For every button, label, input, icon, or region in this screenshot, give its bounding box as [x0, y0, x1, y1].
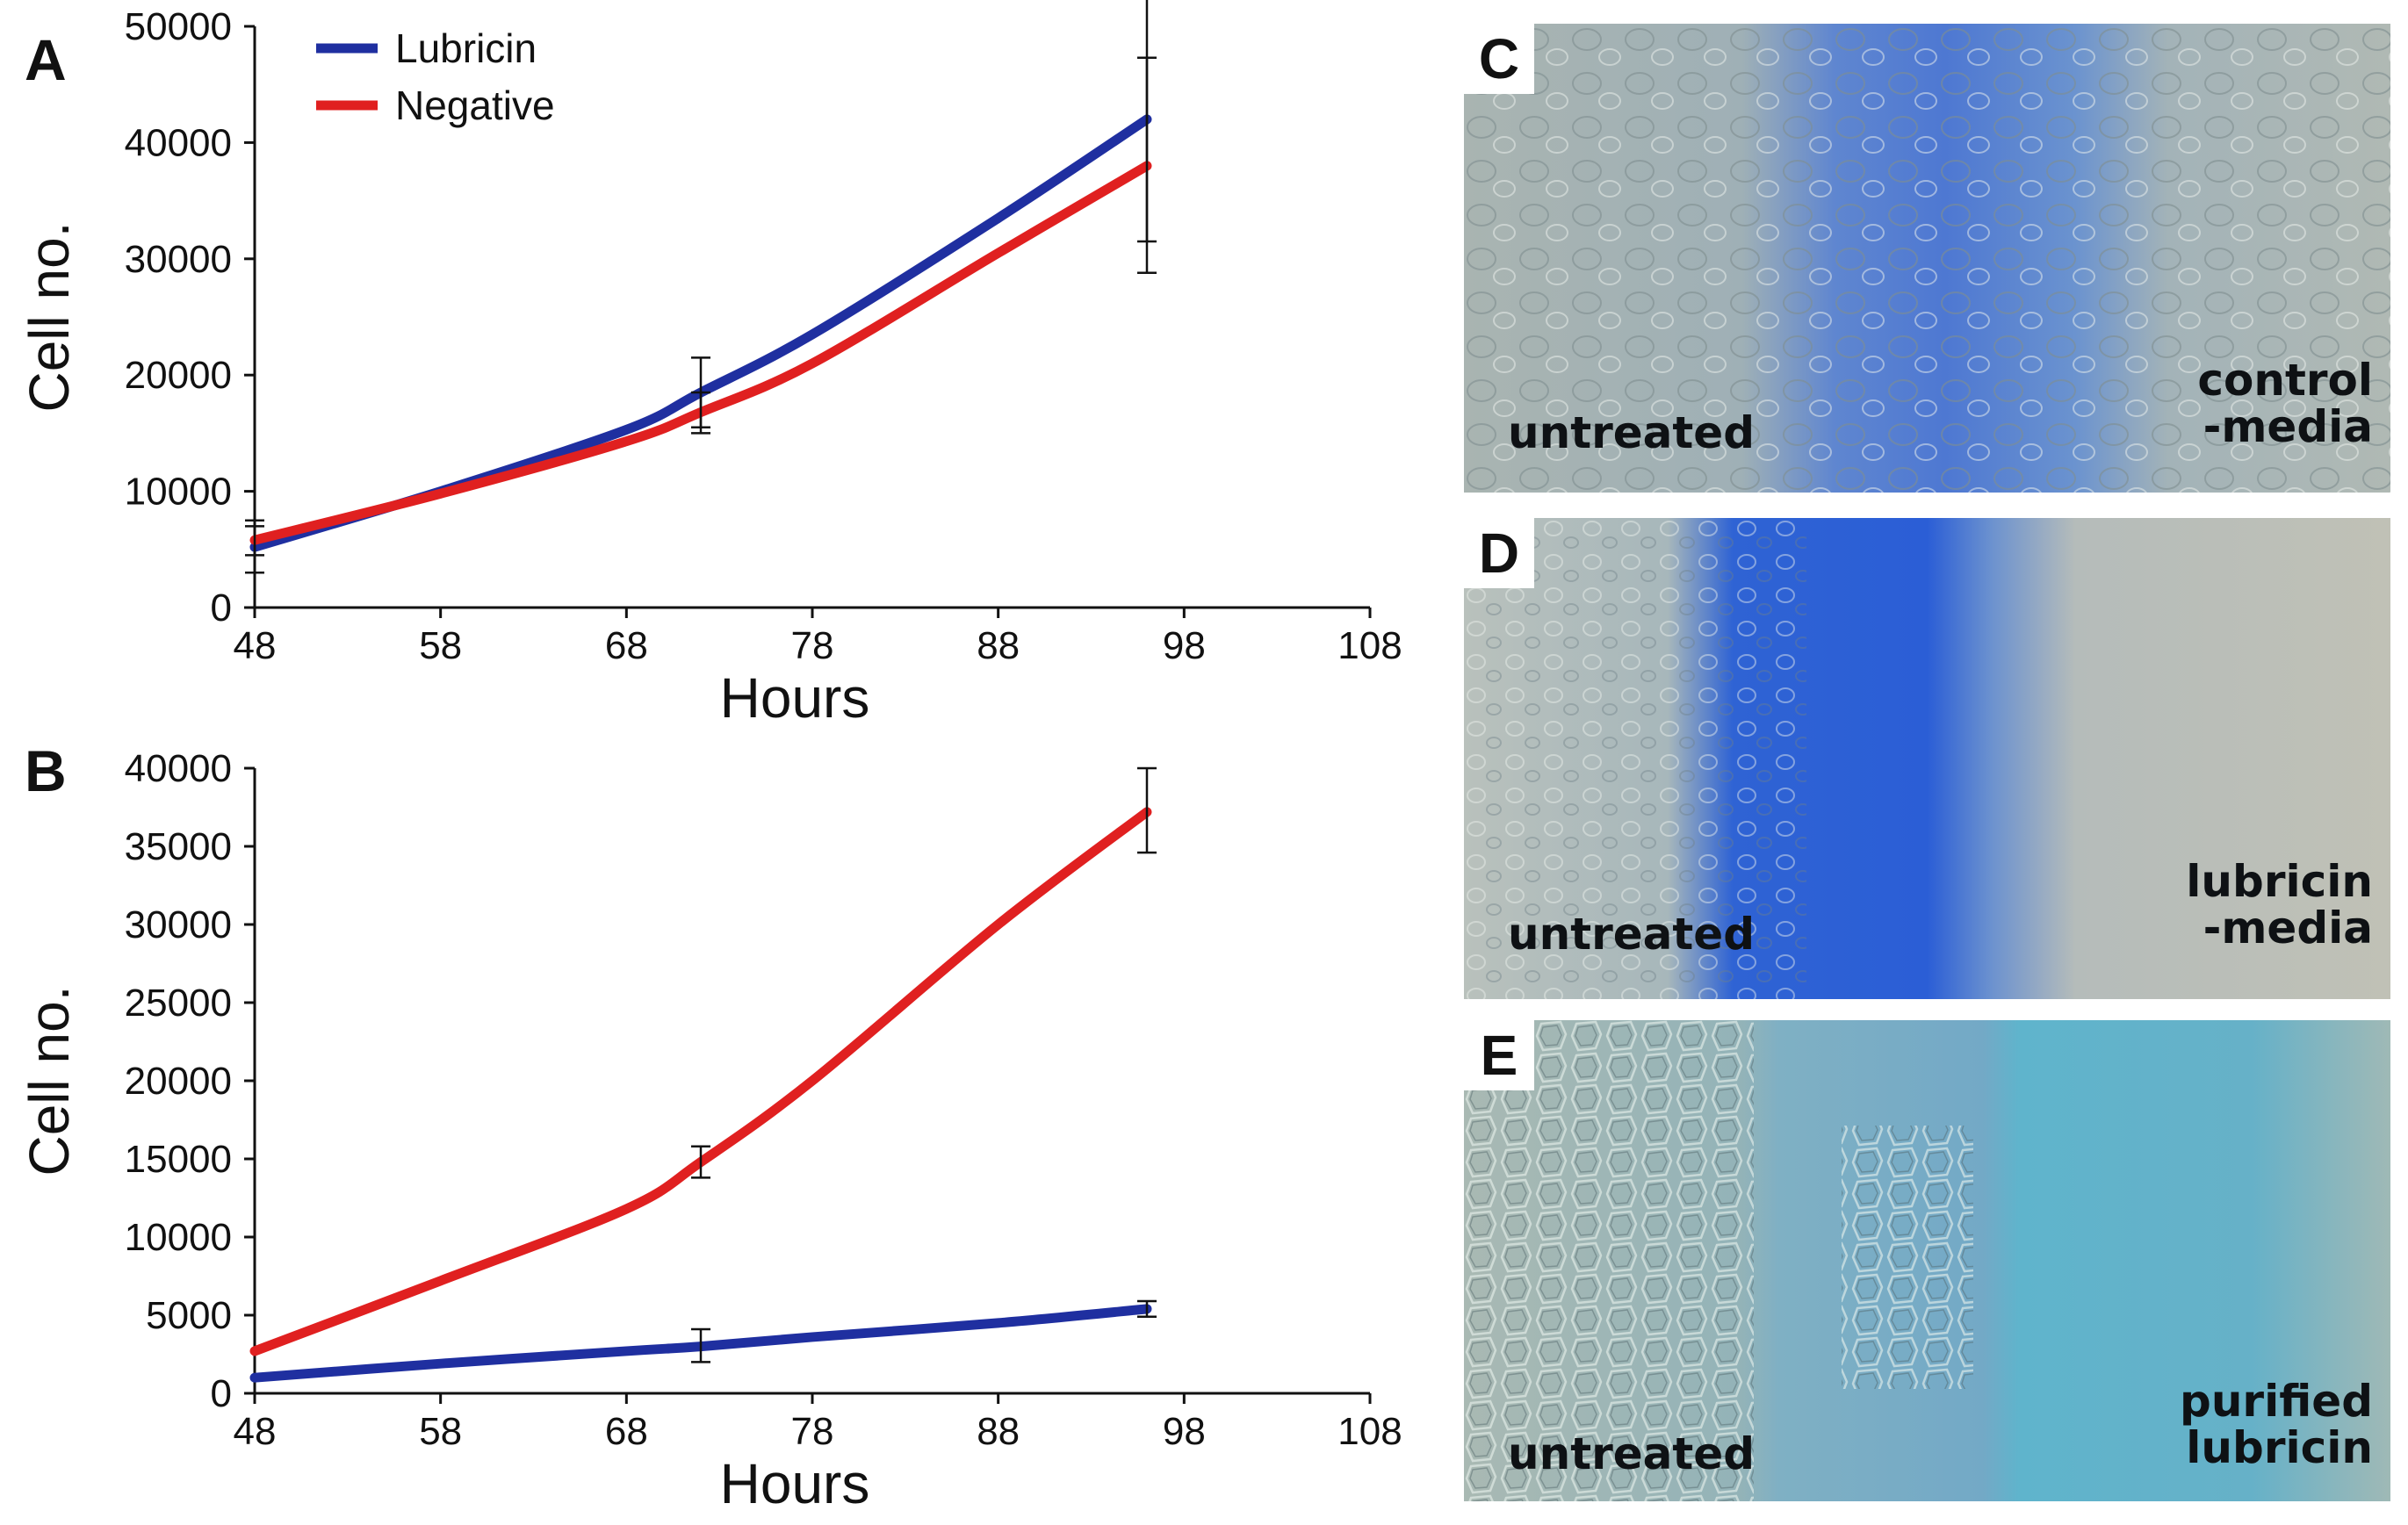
chart-b-x-tick-label: 98 [1163, 1410, 1206, 1453]
chart-b-x-tick-label: 78 [791, 1410, 834, 1453]
chart-b-y-tick-label: 15000 [125, 1138, 232, 1181]
chart-a-series-lubricin-line [249, 114, 1152, 552]
micrograph-e-right-label: purified lubricin [2180, 1376, 2373, 1473]
micrograph-d-left-label: untreated [1508, 909, 1756, 960]
chart-b-y-tick-label: 0 [211, 1372, 232, 1415]
chart-b-y-tick-label: 30000 [125, 903, 232, 946]
chart-a-x-tick-label: 48 [234, 624, 277, 667]
chart-a-y-tick-label: 40000 [125, 121, 232, 164]
chart-a-y-tick-label: 30000 [125, 238, 232, 281]
micrograph-letter-e: E [1464, 1020, 1534, 1090]
micrograph-e: E untreated purified lubricin [1464, 1020, 2390, 1501]
chart-a-x-tick-label: 88 [977, 624, 1020, 667]
chart-b-y-tick-label: 40000 [125, 747, 232, 790]
chart-a-y-tick-label: 0 [211, 586, 232, 629]
micrograph-d-right-label: lubricin -media [2186, 856, 2373, 953]
chart-b-x-tick-label: 68 [605, 1410, 648, 1453]
micrograph-letter-c: C [1464, 24, 1534, 94]
micrograph-c-image [1464, 24, 2390, 493]
micrograph-c: C untreated control -media [1464, 24, 2390, 493]
chart-a-legend-label: Lubricin [395, 25, 537, 71]
chart-b-series-negative-line [249, 807, 1152, 1356]
chart-a-x-tick-label: 58 [419, 624, 462, 667]
micrograph-e-image [1464, 1020, 2390, 1501]
chart-a-x-tick-label: 78 [791, 624, 834, 667]
chart-b: 48 58 68 78 88 98 108 0 5000 10000 15000 20000 25000… [18, 747, 1402, 1515]
chart-a-legend-label: Negative [395, 83, 555, 128]
chart-a-x-tick-label: 98 [1163, 624, 1206, 667]
micrograph-c-right-label: control -media [2197, 355, 2373, 452]
chart-b-y-tick-label: 10000 [125, 1216, 232, 1259]
chart-b-y-tick-label: 5000 [146, 1294, 232, 1337]
micrograph-letter-d: D [1464, 518, 1534, 588]
micrograph-d: D untreated lubricin -media [1464, 518, 2390, 999]
chart-a-x-tick-label: 108 [1337, 624, 1402, 667]
chart-b-x-tick-label: 48 [234, 1410, 277, 1453]
chart-b-y-tick-label: 35000 [125, 825, 232, 868]
chart-a-x-tick-label: 68 [605, 624, 648, 667]
chart-b-x-tick-label: 88 [977, 1410, 1020, 1453]
chart-a-y-tick-label: 20000 [125, 354, 232, 397]
micrograph-e-left-label: untreated [1508, 1428, 1756, 1479]
panel-letter-a: A [25, 27, 67, 92]
chart-a-y-tick-label: 10000 [125, 471, 232, 514]
chart-a-x-axis-label: Hours [720, 666, 870, 730]
micrograph-c-left-label: untreated [1508, 407, 1756, 458]
panel-letter-b: B [25, 738, 67, 803]
chart-b-y-axis-label: Cell no. [18, 986, 81, 1176]
chart-a: 48 58 68 78 88 98 108 0 10000 20000 30000 40000 5000… [18, 0, 1402, 730]
chart-a-y-axis-label: Cell no. [18, 222, 81, 413]
chart-b-x-tick-label: 108 [1337, 1410, 1402, 1453]
chart-a-series-negative-line [249, 161, 1152, 545]
chart-b-x-axis-label: Hours [720, 1452, 870, 1515]
chart-a-y-tick-label: 50000 [125, 5, 232, 48]
micrograph-d-image [1464, 518, 2390, 999]
chart-b-x-tick-label: 58 [419, 1410, 462, 1453]
chart-b-y-tick-label: 25000 [125, 982, 232, 1025]
chart-b-y-tick-label: 20000 [125, 1060, 232, 1103]
